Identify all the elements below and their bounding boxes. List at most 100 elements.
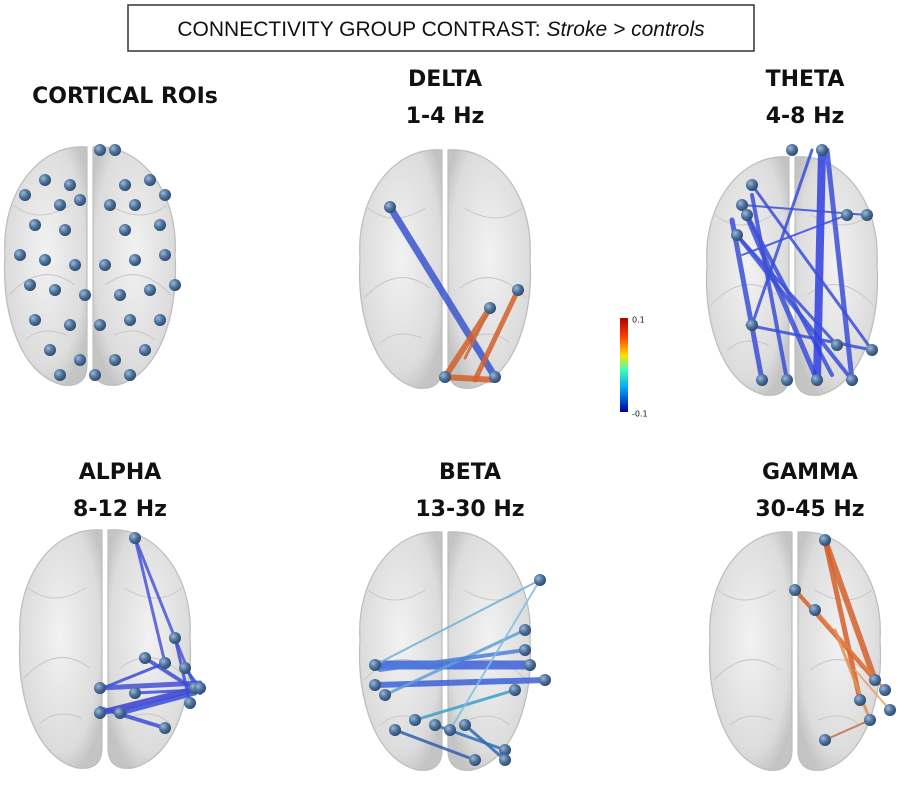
roi-node <box>159 189 171 201</box>
roi-node <box>129 254 141 266</box>
roi-node <box>519 624 531 636</box>
roi-node <box>39 254 51 266</box>
roi-node <box>846 374 858 386</box>
roi-node <box>811 374 823 386</box>
panel-label: 30-45 Hz <box>755 497 864 522</box>
roi-node <box>49 284 61 296</box>
panels: CORTICAL ROIsDELTA1-4 HzTHETA4-8 HzALPHA… <box>4 67 896 770</box>
panel: ALPHA 8-12 Hz <box>19 460 206 768</box>
roi-node <box>184 697 196 709</box>
roi-node <box>809 604 821 616</box>
roi-node <box>159 657 171 669</box>
roi-node <box>99 259 111 271</box>
roi-node <box>469 754 481 766</box>
roi-node <box>144 174 156 186</box>
connection <box>445 377 495 380</box>
roi-node <box>816 144 828 156</box>
panel-label: CORTICAL ROIs <box>32 84 218 109</box>
roi-node <box>74 354 86 366</box>
roi-node <box>169 279 181 291</box>
panel-label: BETA <box>439 460 501 485</box>
roi-node <box>429 719 441 731</box>
roi-node <box>54 199 66 211</box>
roi-node <box>439 371 451 383</box>
roi-node <box>159 249 171 261</box>
roi-node <box>69 259 81 271</box>
roi-node <box>509 684 521 696</box>
roi-node <box>14 249 26 261</box>
roi-node <box>94 707 106 719</box>
roi-node <box>369 679 381 691</box>
roi-node <box>144 284 156 296</box>
roi-node <box>731 229 743 241</box>
colorbar-max: 0.1 <box>632 316 645 325</box>
connection <box>817 150 822 380</box>
panel-label: 8-12 Hz <box>73 497 167 522</box>
panel-label: 1-4 Hz <box>406 104 485 129</box>
roi-node <box>119 224 131 236</box>
roi-node <box>789 584 801 596</box>
roi-node <box>94 682 106 694</box>
roi-node <box>384 201 396 213</box>
title-emphasis: Stroke > controls <box>546 18 705 41</box>
roi-node <box>129 687 141 699</box>
roi-node <box>154 219 166 231</box>
roi-node <box>64 319 76 331</box>
panel-label: THETA <box>766 67 845 92</box>
roi-node <box>512 284 524 296</box>
roi-node <box>746 319 758 331</box>
panel-label: 13-30 Hz <box>415 497 524 522</box>
roi-node <box>159 722 171 734</box>
roi-node <box>109 354 121 366</box>
roi-node <box>884 704 896 716</box>
roi-node <box>129 199 141 211</box>
roi-node <box>756 374 768 386</box>
panel: THETA 4-8 Hz <box>706 67 878 395</box>
panel-label: ALPHA <box>79 460 162 485</box>
panel-label: 4-8 Hz <box>766 104 845 129</box>
hemisphere <box>709 532 792 771</box>
roi-node <box>519 644 531 656</box>
roi-node <box>64 179 76 191</box>
roi-node <box>129 532 141 544</box>
roi-node <box>54 369 66 381</box>
roi-node <box>499 754 511 766</box>
roi-node <box>409 714 421 726</box>
roi-node <box>124 314 136 326</box>
roi-node <box>489 371 501 383</box>
roi-node <box>194 682 206 694</box>
roi-node <box>94 319 106 331</box>
roi-node <box>534 574 546 586</box>
roi-node <box>94 144 106 156</box>
roi-node <box>459 719 471 731</box>
figure: CONNECTIVITY GROUP CONTRAST: Stroke > co… <box>0 0 909 794</box>
hemisphere <box>706 157 789 396</box>
roi-node <box>179 662 191 674</box>
roi-node <box>369 659 381 671</box>
roi-node <box>746 179 758 191</box>
roi-node <box>29 219 41 231</box>
roi-node <box>104 199 116 211</box>
roi-node <box>389 724 401 736</box>
roi-node <box>866 344 878 356</box>
roi-node <box>89 369 101 381</box>
roi-node <box>139 652 151 664</box>
colorbar-min: -0.1 <box>632 410 648 419</box>
roi-node <box>114 707 126 719</box>
colorbar <box>620 318 628 412</box>
hemisphere <box>19 530 102 769</box>
roi-node <box>484 302 496 314</box>
panel: BETA 13-30 Hz <box>359 460 551 770</box>
roi-node <box>19 189 31 201</box>
roi-node <box>869 674 881 686</box>
roi-node <box>114 289 126 301</box>
roi-node <box>831 339 843 351</box>
roi-node <box>861 209 873 221</box>
roi-node <box>879 684 891 696</box>
roi-node <box>786 144 798 156</box>
roi-node <box>539 674 551 686</box>
roi-node <box>444 724 456 736</box>
roi-node <box>819 534 831 546</box>
roi-node <box>819 734 831 746</box>
